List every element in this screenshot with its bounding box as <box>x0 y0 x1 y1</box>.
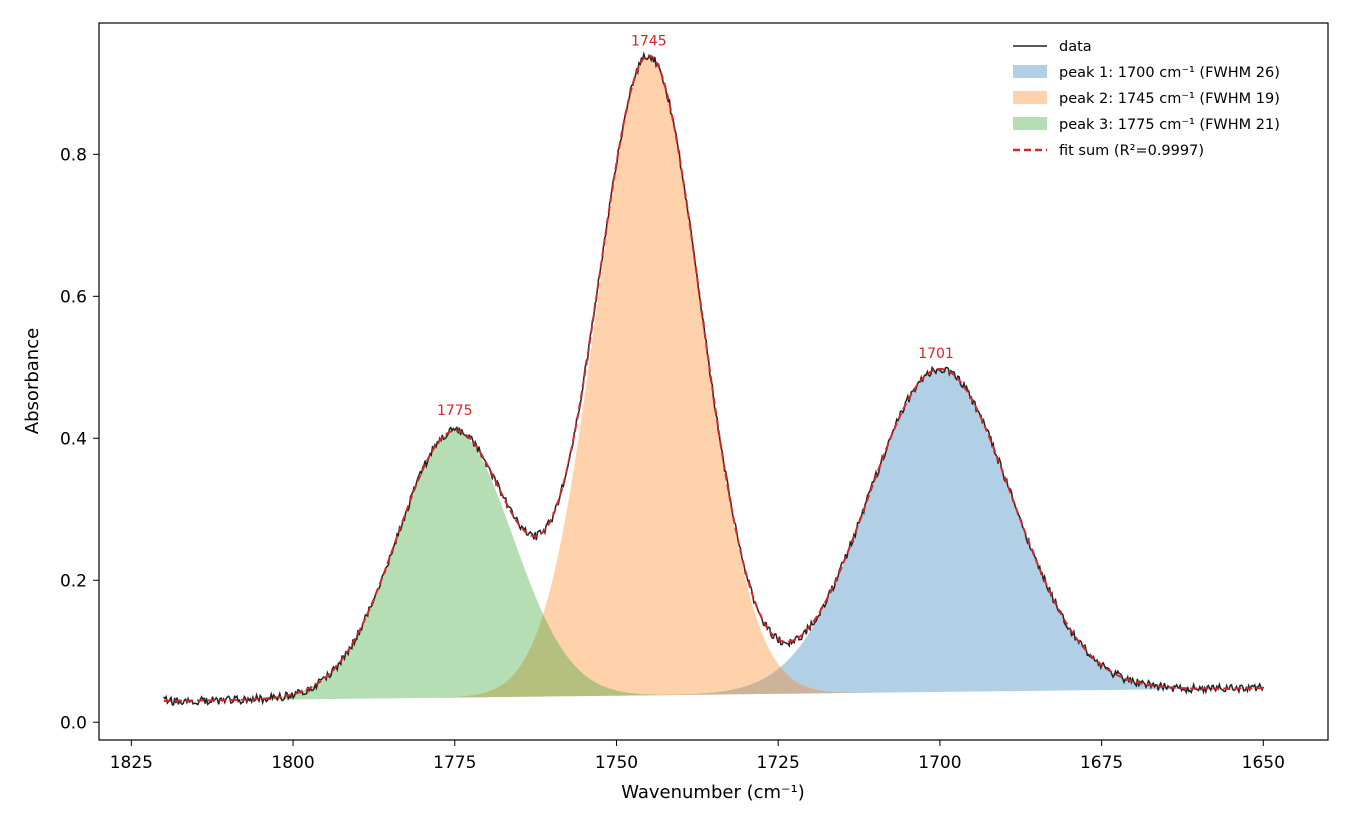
peak-label-3: 1775 <box>437 403 473 419</box>
legend-label-4: peak 3: 1775 cm⁻¹ (FWHM 21) <box>1059 117 1280 133</box>
y-tick-label: 0.2 <box>60 571 87 591</box>
x-tick-label: 1800 <box>271 753 314 773</box>
peak-fill-2 <box>163 56 1264 701</box>
peak-fills <box>163 56 1264 701</box>
plot-frame <box>98 22 1329 741</box>
peak-label-1: 1745 <box>631 34 667 50</box>
x-tick-label: 1700 <box>918 753 961 773</box>
x-tick-label: 1750 <box>595 753 638 773</box>
legend-label-5: fit sum (R²=0.9997) <box>1059 143 1204 159</box>
legend-swatch-4 <box>1013 117 1047 130</box>
legend-label-2: peak 1: 1700 cm⁻¹ (FWHM 26) <box>1059 65 1280 81</box>
y-tick-label: 0.6 <box>60 287 87 307</box>
peak-fill-3 <box>163 431 1264 701</box>
fit-sum-line <box>163 54 1264 702</box>
x-tick-label: 1725 <box>757 753 800 773</box>
y-axis-title: Absorbance <box>22 328 43 434</box>
peak-annotations: 1745 1701 1775 <box>437 34 954 419</box>
legend: data peak 1: 1700 cm⁻¹ (FWHM 26) peak 2: 1… <box>1013 39 1280 159</box>
legend-swatch-2 <box>1013 65 1047 78</box>
x-axis-title: Wavenumber (cm⁻¹) <box>621 782 805 803</box>
y-axis: 0.0 0.2 0.4 0.6 0.8 <box>60 145 99 733</box>
legend-swatch-3 <box>1013 91 1047 104</box>
x-tick-label: 1825 <box>110 753 153 773</box>
y-tick-label: 0.8 <box>60 145 87 165</box>
y-tick-label: 0.4 <box>60 429 87 449</box>
x-tick-label: 1675 <box>1080 753 1123 773</box>
x-axis: 1825 1800 1775 1750 1725 1700 1675 1650 <box>110 740 1285 773</box>
x-tick-label: 1775 <box>433 753 476 773</box>
legend-label-1: data <box>1059 39 1092 55</box>
peak-label-2: 1701 <box>918 346 954 362</box>
x-tick-label: 1650 <box>1242 753 1285 773</box>
legend-label-3: peak 2: 1745 cm⁻¹ (FWHM 19) <box>1059 91 1280 107</box>
peak-fill-1 <box>163 368 1264 701</box>
y-tick-label: 0.0 <box>60 713 87 733</box>
curve-lines <box>163 51 1265 706</box>
